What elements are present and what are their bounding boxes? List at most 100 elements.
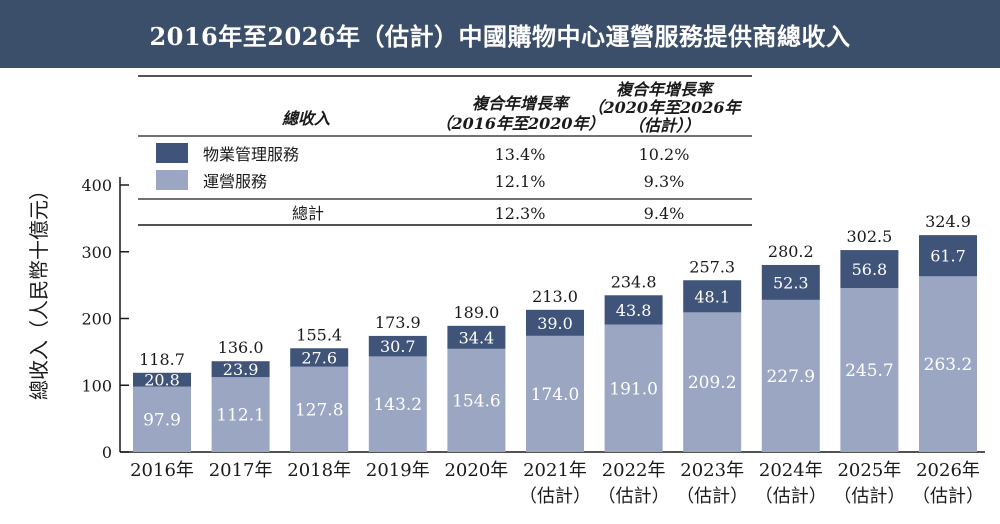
data-label-total: 155.4 bbox=[296, 325, 342, 344]
data-label-total: 118.7 bbox=[139, 350, 185, 369]
bar-operation-services bbox=[840, 287, 899, 452]
bar-property-management bbox=[604, 295, 663, 325]
data-label-total: 324.9 bbox=[925, 212, 971, 231]
data-label-total: 234.8 bbox=[611, 272, 657, 291]
data-label-operation-services: 263.2 bbox=[924, 355, 973, 375]
x-tick-label: 2019年 bbox=[366, 460, 430, 481]
table-col1-header: （2016年至2020年） bbox=[435, 114, 604, 133]
bar-operation-services bbox=[290, 366, 349, 452]
y-tick-label: 200 bbox=[81, 310, 112, 329]
bar-property-management bbox=[211, 361, 270, 378]
data-label-property-management: 23.9 bbox=[223, 360, 259, 379]
data-label-property-management: 56.8 bbox=[852, 260, 888, 279]
data-label-property-management: 48.1 bbox=[694, 287, 730, 306]
data-label-property-management: 30.7 bbox=[380, 337, 416, 356]
data-label-total: 173.9 bbox=[375, 313, 421, 332]
chart-title-bar: 2016年至2026年（估計）中國購物中心運營服務提供商總收入 bbox=[0, 0, 1000, 68]
x-tick-label: （估計） bbox=[676, 486, 748, 507]
data-label-total: 302.5 bbox=[846, 227, 892, 246]
x-tick-label: 2017年 bbox=[209, 460, 273, 481]
data-label-operation-services: 112.1 bbox=[216, 406, 265, 426]
bar-operation-services bbox=[761, 299, 820, 452]
table-cagr2: 9.3% bbox=[644, 172, 685, 191]
bar-operation-services bbox=[919, 276, 977, 452]
chart-title: 2016年至2026年（估計）中國購物中心運營服務提供商總收入 bbox=[149, 21, 851, 51]
x-tick-label: 2020年 bbox=[444, 460, 508, 481]
bar-property-management bbox=[368, 335, 427, 357]
table-cagr2: 10.2% bbox=[639, 145, 690, 164]
x-tick-label: 2025年 bbox=[837, 460, 901, 481]
y-tick-label: 300 bbox=[81, 243, 112, 262]
data-label-property-management: 43.8 bbox=[616, 301, 652, 320]
x-tick-label: 2022年 bbox=[602, 460, 666, 481]
table-total-cagr2: 9.4% bbox=[644, 204, 685, 223]
x-tick-label: （估計） bbox=[598, 486, 670, 507]
bar-property-management bbox=[919, 235, 977, 277]
data-label-operation-services: 127.8 bbox=[295, 400, 344, 420]
bar-property-management bbox=[290, 348, 349, 367]
y-axis-label: 總收入（人民幣十億元） bbox=[27, 180, 51, 400]
data-label-total: 257.3 bbox=[689, 257, 735, 276]
data-label-total: 189.0 bbox=[453, 303, 499, 322]
data-label-operation-services: 143.2 bbox=[373, 395, 422, 415]
table-total-label: 總計 bbox=[292, 204, 324, 223]
data-label-operation-services: 245.7 bbox=[845, 361, 894, 381]
table-col2-header: （2020年至2026年 bbox=[587, 98, 742, 117]
legend-swatch bbox=[156, 143, 188, 163]
data-label-operation-services: 154.6 bbox=[452, 391, 501, 411]
x-tick-label: 2018年 bbox=[287, 460, 351, 481]
bar-operation-services bbox=[683, 312, 742, 452]
bar-property-management bbox=[840, 250, 899, 288]
cagr-table: 總收入複合年增長率（2016年至2020年）複合年增長率（2020年至2026年… bbox=[138, 75, 752, 226]
table-header-label: 總收入 bbox=[282, 109, 330, 128]
data-label-operation-services: 209.2 bbox=[688, 373, 737, 393]
table-cagr1: 13.4% bbox=[495, 145, 546, 164]
x-tick-label: （估計） bbox=[833, 486, 905, 507]
data-label-operation-services: 227.9 bbox=[766, 367, 815, 387]
x-tick-label: 2023年 bbox=[680, 460, 744, 481]
category-labels: 2016年 2017年 2018年 2019年 2020年 2021年 （估計） 2022年 （… bbox=[130, 460, 984, 507]
table-col2-header: （估計）） bbox=[628, 116, 700, 135]
legend-swatch bbox=[156, 170, 188, 190]
bar-operation-services bbox=[211, 377, 270, 452]
data-label-property-management: 34.4 bbox=[459, 328, 495, 347]
bar-property-management bbox=[526, 309, 584, 336]
bar-operation-services bbox=[526, 335, 584, 452]
bar-operation-services bbox=[133, 386, 191, 452]
x-tick-label: 2024年 bbox=[759, 460, 823, 481]
bar-property-management bbox=[761, 264, 820, 300]
legend-label: 運營服務 bbox=[203, 172, 267, 191]
data-label-property-management: 20.8 bbox=[144, 371, 180, 390]
data-label-total: 136.0 bbox=[218, 338, 264, 357]
bar-operation-services bbox=[368, 356, 427, 452]
x-tick-label: （估計） bbox=[755, 486, 827, 507]
data-label-property-management: 52.3 bbox=[773, 273, 809, 292]
bar-group: 97.9 20.8 118.7 112.1 23.9 136.0 127.8 27.6 155.… bbox=[133, 212, 977, 452]
bar-operation-services bbox=[604, 324, 663, 452]
x-tick-label: 2021年 bbox=[523, 460, 587, 481]
x-tick-label: （估計） bbox=[912, 486, 984, 507]
table-col2-header: 複合年增長率 bbox=[616, 80, 715, 99]
bar-operation-services bbox=[447, 348, 506, 452]
bar-property-management bbox=[683, 280, 742, 313]
table-cagr1: 12.1% bbox=[495, 172, 546, 191]
bar-property-management bbox=[447, 325, 506, 349]
y-tick-label: 0 bbox=[102, 443, 112, 462]
y-tick-label: 100 bbox=[81, 376, 112, 395]
data-label-operation-services: 97.9 bbox=[143, 410, 181, 430]
legend-label: 物業管理服務 bbox=[203, 145, 299, 164]
table-total-cagr1: 12.3% bbox=[495, 204, 546, 223]
table-col1-header: 複合年增長率 bbox=[472, 94, 571, 113]
x-tick-label: 2016年 bbox=[130, 460, 194, 481]
y-tick-label: 400 bbox=[81, 176, 112, 195]
data-label-total: 280.2 bbox=[768, 242, 814, 261]
data-label-operation-services: 191.0 bbox=[609, 379, 658, 399]
data-label-property-management: 61.7 bbox=[930, 247, 966, 266]
bar-property-management bbox=[133, 372, 191, 387]
data-label-total: 213.0 bbox=[532, 287, 578, 306]
data-label-property-management: 39.0 bbox=[537, 314, 573, 333]
x-tick-label: （估計） bbox=[519, 486, 591, 507]
data-label-property-management: 27.6 bbox=[301, 348, 337, 367]
data-label-operation-services: 174.0 bbox=[531, 385, 580, 405]
